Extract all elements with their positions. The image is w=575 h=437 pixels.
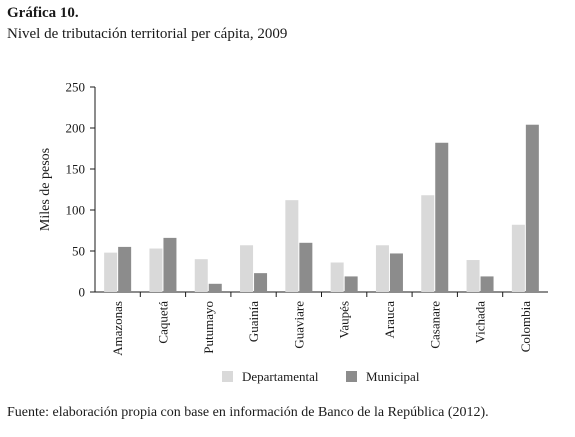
y-axis-label: Miles de pesos — [38, 148, 53, 231]
bar-municipal-colombia — [525, 124, 539, 292]
bar-municipal-casanare — [435, 142, 449, 292]
bar-departamental-vichada — [466, 260, 480, 292]
y-tick-label: 0 — [79, 285, 86, 300]
bar-departamental-guainía — [240, 245, 254, 292]
x-axis: Amazonas Caquetá Putumayo Guainía Guaviare Va… — [95, 291, 548, 356]
x-tick-label: Amazonas — [110, 301, 125, 356]
bar-departamental-colombia — [511, 224, 525, 292]
bar-municipal-guainía — [254, 273, 268, 292]
bar-departamental-guaviare — [285, 200, 299, 292]
bar-departamental-vaupés — [330, 262, 344, 292]
y-tick-label: 50 — [72, 244, 85, 259]
bars — [104, 124, 539, 292]
y-tick-label: 100 — [66, 203, 86, 218]
bar-departamental-caquetá — [149, 248, 163, 292]
x-tick-label: Putumayo — [201, 301, 216, 354]
bar-municipal-vichada — [480, 276, 494, 292]
legend-label-municipal: Municipal — [366, 369, 420, 384]
x-tick-label: Guaviare — [291, 301, 306, 349]
bar-departamental-amazonas — [104, 252, 118, 292]
legend: Departamental Municipal — [222, 369, 420, 384]
y-tick-label: 250 — [66, 80, 86, 95]
bar-municipal-guaviare — [299, 242, 313, 292]
bar-municipal-caquetá — [163, 237, 177, 292]
bar-municipal-arauca — [389, 253, 403, 292]
bar-municipal-putumayo — [208, 283, 222, 292]
x-tick-label: Guainía — [246, 301, 261, 342]
bar-departamental-putumayo — [194, 259, 208, 292]
x-tick-label: Arauca — [382, 301, 397, 339]
x-tick-label: Colombia — [518, 301, 533, 353]
bar-departamental-arauca — [375, 245, 389, 292]
x-tick-label: Caquetá — [155, 301, 170, 344]
legend-swatch-municipal — [346, 371, 357, 382]
bar-municipal-amazonas — [118, 246, 132, 292]
x-tick-label: Vaupés — [337, 301, 352, 339]
legend-swatch-departamental — [222, 371, 233, 382]
legend-label-departamental: Departamental — [242, 369, 319, 384]
bar-municipal-vaupés — [344, 276, 358, 292]
y-axis: 0 50 100 150 200 250 Miles de pesos — [38, 80, 96, 300]
bar-departamental-casanare — [421, 195, 435, 292]
figure-title: Gráfica 10. — [7, 5, 79, 21]
figure-subtitle: Nivel de tributación territorial per cáp… — [7, 26, 288, 42]
y-ticks: 0 50 100 150 200 250 — [66, 80, 95, 300]
x-tick-label: Casanare — [427, 301, 442, 349]
y-tick-label: 200 — [66, 121, 86, 136]
y-tick-label: 150 — [66, 162, 86, 177]
source-note: Fuente: elaboración propia con base en i… — [7, 405, 489, 420]
x-tick-label: Vichada — [473, 301, 488, 344]
x-ticks: Amazonas Caquetá Putumayo Guainía Guaviare Va… — [110, 292, 533, 356]
